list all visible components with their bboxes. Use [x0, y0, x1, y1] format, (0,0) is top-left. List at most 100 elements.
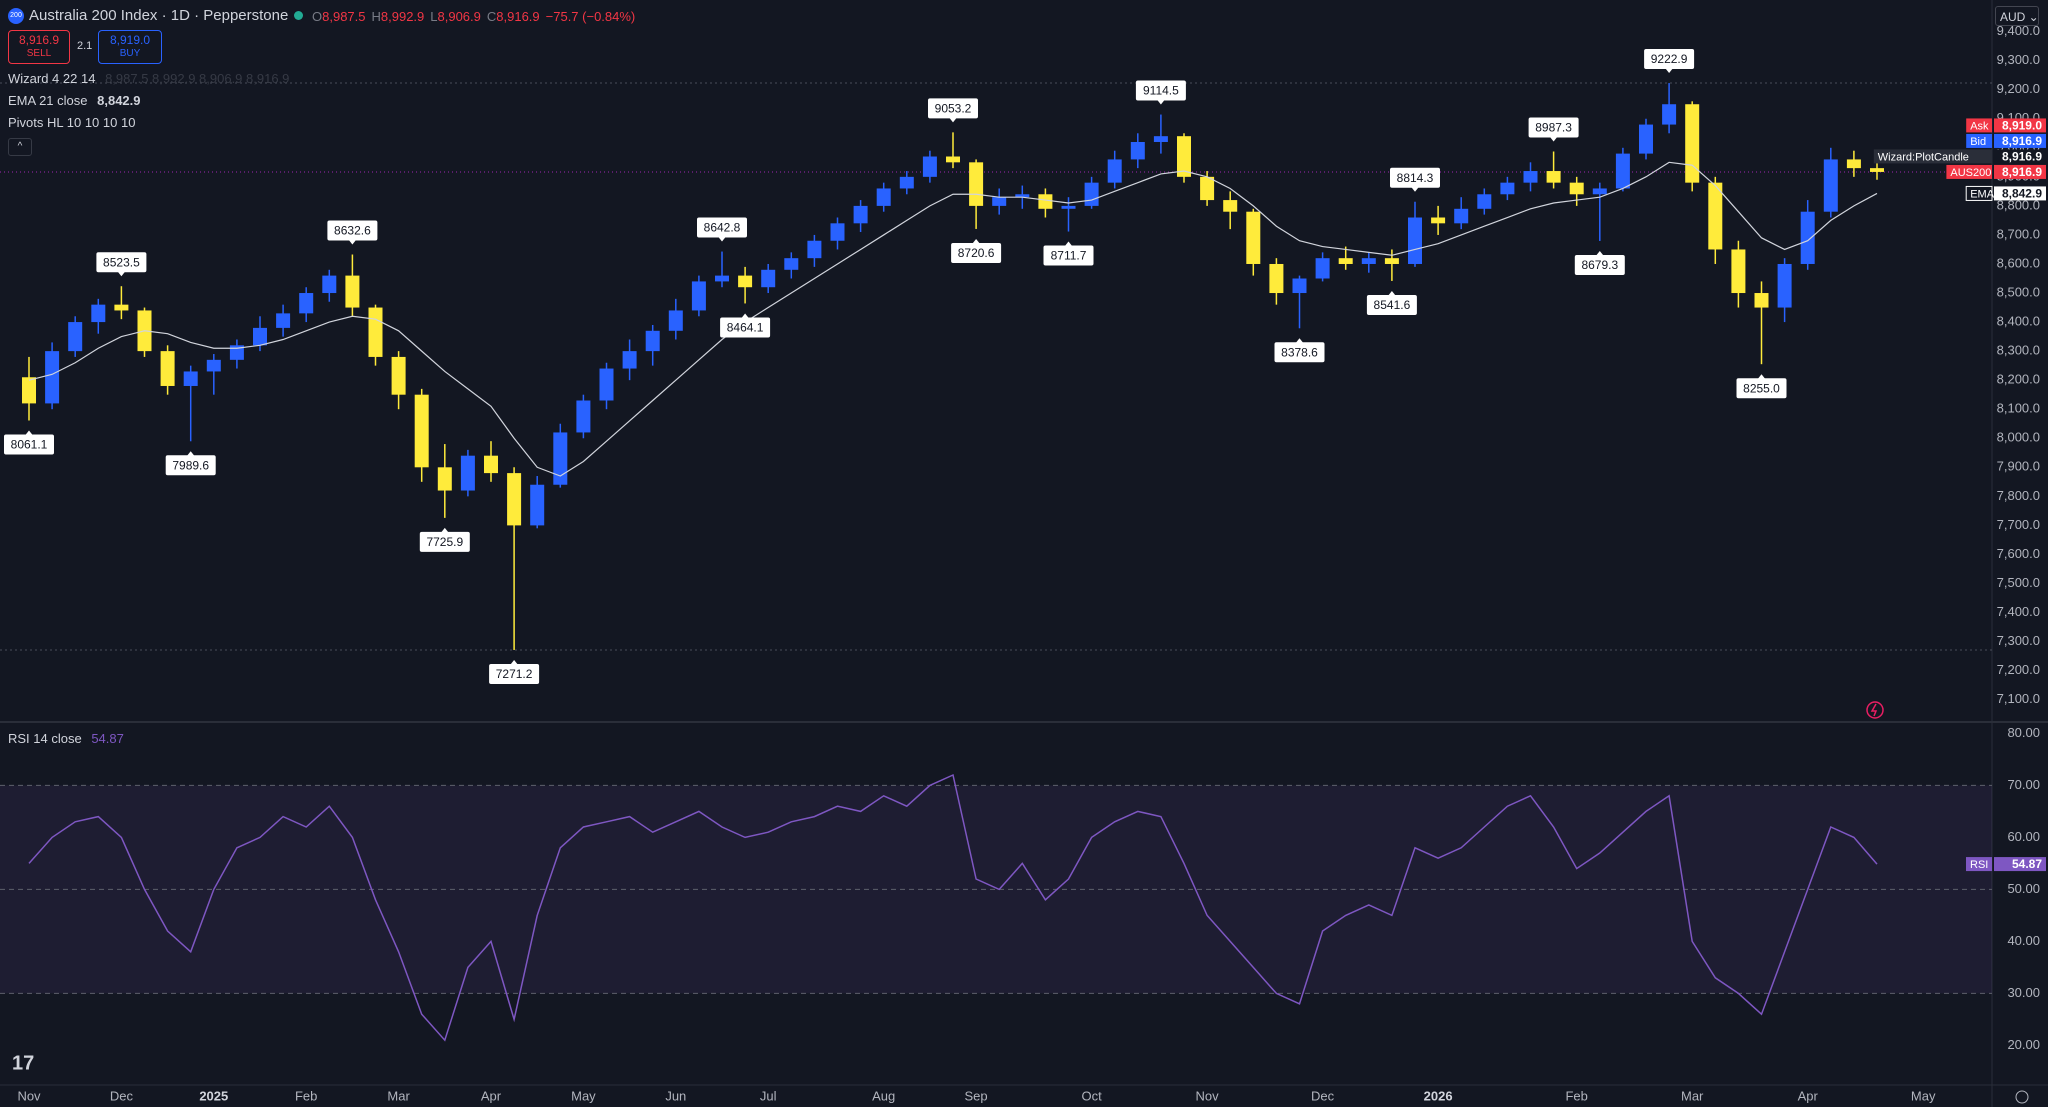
pivot-box	[720, 317, 771, 338]
candle-body	[1685, 104, 1700, 183]
sell-button[interactable]: 8,916.9 SELL	[8, 30, 70, 64]
candle-body	[1454, 208, 1469, 224]
x-tick-label: Mar	[387, 1088, 410, 1103]
collapse-button[interactable]: ^	[8, 138, 32, 156]
candle-body	[738, 275, 753, 288]
pivot-box	[4, 434, 54, 455]
currency: AUD	[2000, 10, 2026, 24]
y-tick-label: 7,800.0	[1997, 488, 2040, 503]
candle-body	[1361, 258, 1376, 264]
candle-body	[691, 281, 706, 311]
settings-icon[interactable]	[2015, 1090, 2029, 1104]
pivot-box	[1644, 49, 1695, 70]
candle-body	[276, 313, 291, 328]
x-tick-label: Feb	[295, 1088, 317, 1103]
alert-icon[interactable]	[1866, 701, 1884, 719]
candle-body	[1292, 278, 1307, 294]
pivot-pointer	[440, 527, 449, 533]
pivot-pointer	[510, 659, 519, 665]
y-tick-label: 40.00	[2007, 933, 2040, 948]
x-tick-label: Aug	[872, 1088, 895, 1103]
pivot-box	[1528, 117, 1579, 138]
x-tick-label: Feb	[1565, 1088, 1587, 1103]
candle-body	[114, 304, 129, 311]
price-tag-name-box	[1946, 164, 1992, 179]
pivot-box	[1736, 378, 1787, 399]
currency-button[interactable]: AUD ⌄	[1995, 6, 2039, 26]
candle-body	[414, 394, 429, 468]
pivot-box	[951, 242, 1002, 263]
pivot-label: 7989.6	[172, 458, 209, 472]
y-tick-label: 80.00	[2007, 725, 2040, 740]
candle-body	[253, 327, 267, 346]
candle-body	[1523, 171, 1538, 183]
candle-body	[68, 322, 83, 352]
price-tag	[1994, 149, 2046, 164]
pivot-box	[1135, 80, 1186, 101]
y-tick-label: 8,200.0	[1997, 372, 2040, 387]
pivot-label: 8255.0	[1743, 381, 1780, 395]
pivot-label: 9222.9	[1651, 52, 1688, 66]
pivot-pointer	[348, 239, 357, 245]
y-tick-label: 7,300.0	[1997, 633, 2040, 648]
candle-body	[668, 310, 683, 331]
wizard-name: Wizard 4 22 14	[8, 71, 96, 86]
pivots-legend[interactable]: Pivots HL 10 10 10 10	[8, 115, 136, 130]
pivot-pointer	[1064, 241, 1073, 247]
x-tick-label: May	[571, 1088, 596, 1103]
y-tick-label: 9,200.0	[1997, 81, 2040, 96]
rsi-value: 54.87	[91, 731, 124, 746]
candle-body	[1200, 176, 1215, 201]
ohlc-value: 8,987.5	[322, 9, 366, 24]
pivot-box	[1574, 254, 1625, 275]
buy-button[interactable]: 8,919.0 BUY	[98, 30, 162, 64]
candle-body	[1569, 182, 1584, 195]
wizard-values: 8,987.5 8,992.9 8,906.9 8,916.9	[105, 71, 290, 86]
candle-body	[553, 432, 568, 485]
candle-body	[1315, 258, 1330, 279]
pivot-label: 8987.3	[1535, 121, 1572, 135]
pivot-label: 8642.8	[704, 221, 741, 235]
x-tick-label: Jun	[665, 1088, 686, 1103]
candle-body	[622, 351, 637, 369]
wizard-legend[interactable]: Wizard 4 22 14 8,987.5 8,992.9 8,906.9 8…	[8, 71, 289, 86]
candle-body	[1639, 124, 1653, 154]
pivot-box	[1366, 294, 1417, 315]
candle-body	[206, 359, 221, 372]
tv-logo[interactable]: 17	[12, 1052, 34, 1074]
ohlc-values: O8,987.5 H8,992.9 L8,906.9 C8,916.9 −75.7 (−…	[312, 9, 635, 24]
candle-body	[1015, 194, 1030, 198]
candle-body	[1846, 159, 1861, 169]
candle-body	[1177, 136, 1191, 177]
pivot-box	[327, 220, 378, 241]
ohlc-key: L	[430, 9, 438, 24]
pivot-pointer	[949, 117, 957, 123]
pivot-label: 8679.3	[1581, 258, 1618, 272]
price-tag-name: Bid	[1970, 136, 1986, 148]
price-tag-label: 8,916.9	[2002, 134, 2042, 148]
candle-body	[1708, 182, 1723, 250]
candle-body	[599, 368, 614, 401]
pivot-label: 8711.7	[1051, 249, 1087, 263]
pivot-label: 8541.6	[1374, 298, 1411, 312]
candle-body	[645, 330, 660, 352]
symbol-title[interactable]: Australia 200 Index · 1D · Pepperstone	[29, 7, 289, 24]
y-tick-label: 70.00	[2007, 777, 2040, 792]
x-tick-label: Dec	[110, 1088, 134, 1103]
candle-body	[1477, 194, 1492, 209]
pivot-box	[928, 98, 978, 119]
pivot-label: 8814.3	[1397, 171, 1434, 185]
candle-body	[1269, 263, 1284, 294]
y-tick-label: 7,700.0	[1997, 517, 2040, 532]
pivot-label: 7271.2	[496, 667, 533, 681]
candle-body	[1130, 141, 1145, 160]
y-tick-label: 7,900.0	[1997, 459, 2040, 474]
x-tick-label: Dec	[1311, 1088, 1335, 1103]
y-tick-label: 8,100.0	[1997, 401, 2040, 416]
ema-legend[interactable]: EMA 21 close 8,842.9	[8, 93, 141, 108]
price-tag-name-box	[1966, 118, 1992, 133]
y-tick-label: 7,600.0	[1997, 546, 2040, 561]
market-status	[294, 11, 303, 20]
pivot-pointer	[1411, 186, 1419, 192]
rsi-legend[interactable]: RSI 14 close 54.87	[8, 731, 124, 746]
